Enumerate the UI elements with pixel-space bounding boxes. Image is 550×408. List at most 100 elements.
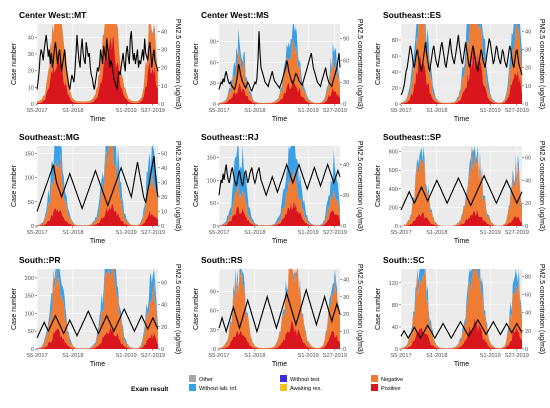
x-tick-label: S5-2017 [390,230,411,236]
legend-swatch [189,375,196,382]
y-left-axis-label: Case number [11,42,18,85]
x-tick-label: S1-2018 [426,230,447,236]
legend-swatch [371,375,378,382]
y-right-tick-label: 0 [343,224,346,230]
y-left-tick-label: 60 [210,309,216,315]
y-left-tick-label: 80 [392,303,398,309]
panel-title: South::PR [19,255,61,265]
y-right-axis-label: PM2.5 concentration (ug/m3) [538,264,545,354]
y-right-tick-label: 40 [525,29,531,35]
y-right-tick-label: 10 [161,84,167,90]
x-axis-label: Time [454,238,469,245]
x-axis-label: Time [454,361,469,368]
y-right-tick-label: 60 [161,280,167,286]
x-tick-label: S1-2019 [298,230,319,236]
x-tick-label: S5-2017 [390,108,411,114]
x-tick-label: S27-2019 [323,353,347,359]
y-right-tick-label: 30 [161,47,167,53]
y-right-tick-label: 20 [343,312,349,318]
legend-label: Negative [381,377,403,383]
legend-label: Awaiting res. [290,386,322,392]
area-positive [219,78,340,104]
y-left-axis-label: Case number [375,164,382,207]
y-left-tick-label: 200 [389,205,398,211]
y-left-tick-label: 40 [392,70,398,76]
legend-label: Positive [381,386,401,392]
y-right-tick-label: 20 [525,201,531,207]
x-tick-label: S5-2017 [26,353,47,359]
y-left-tick-label: 80 [392,38,398,44]
area-positive [401,209,522,226]
y-right-tick-label: 0 [525,224,528,230]
y-right-axis-label: PM2.5 concentration (ug/m3) [174,19,181,109]
y-left-axis-label: Case number [375,42,382,85]
y-left-tick-label: 10 [28,85,34,91]
x-tick-label: S1-2019 [480,108,501,114]
panel-title: Center West::MT [19,10,87,20]
pm25-line [36,31,159,90]
y-left-tick-label: 30 [210,328,216,334]
y-right-tick-label: 40 [161,303,167,309]
y-left-tick-label: 0 [395,347,398,353]
y-right-axis-label: PM2.5 concentration (ug/m3) [538,19,545,109]
y-right-tick-label: 60 [525,292,531,298]
x-tick-label: S27-2019 [323,230,347,236]
x-tick-label: S1-2019 [298,353,319,359]
y-left-tick-label: 0 [31,102,34,108]
panel-title: Southeast::ES [383,10,441,20]
y-left-axis-label: Case number [375,287,382,330]
pm25-line [400,174,523,211]
y-right-tick-label: 20 [343,193,349,199]
y-left-axis-label: Case number [193,287,200,330]
y-left-tick-label: 50 [28,329,34,335]
panel-title: South::SC [383,255,425,265]
x-tick-label: S1-2018 [426,353,447,359]
y-right-axis-label: PM2.5 concentration (ug/m3) [356,19,363,109]
area-negative [219,168,340,226]
y-left-tick-label: 100 [25,176,34,182]
y-left-tick-label: 30 [28,52,34,58]
y-right-tick-label: 20 [525,329,531,335]
x-tick-label: S27-2019 [323,108,347,114]
y-right-tick-label: 20 [161,325,167,331]
y-right-axis-label: PM2.5 concentration (ug/m3) [356,264,363,354]
y-right-tick-label: 60 [343,58,349,64]
x-tick-label: S1-2018 [62,230,83,236]
area-negative [401,24,522,104]
y-right-tick-label: 40 [525,178,531,184]
y-left-tick-label: 100 [25,311,34,317]
y-right-tick-label: 20 [525,66,531,72]
area-negative [37,146,158,226]
x-axis-label: Time [272,238,287,245]
x-tick-label: S1-2018 [244,353,265,359]
area-without-lab-inf [37,269,158,349]
chart-panel: Southeast::MG05010015001020304050S5-2017… [11,132,181,245]
y-right-axis-label: PM2.5 concentration (ug/m3) [356,141,363,231]
y-right-tick-label: 30 [161,180,167,186]
area-negative [37,24,158,104]
y-left-axis-label: Case number [193,42,200,85]
x-tick-label: S5-2017 [26,230,47,236]
area-negative [401,269,522,349]
y-right-tick-label: 0 [161,224,164,230]
y-left-tick-label: 50 [210,201,216,207]
pm25-line [36,156,159,212]
y-right-tick-label: 80 [525,274,531,280]
y-right-axis-label: PM2.5 concentration (ug/m3) [174,264,181,354]
area-positive [219,200,340,226]
y-left-tick-label: 200 [25,276,34,282]
x-tick-label: S1-2019 [116,353,137,359]
x-tick-label: S5-2017 [208,353,229,359]
y-right-tick-label: 50 [161,151,167,157]
y-left-tick-label: 60 [392,54,398,60]
x-tick-label: S1-2018 [244,108,265,114]
panel-title: Southeast::MG [19,132,80,142]
x-axis-label: Time [90,238,105,245]
x-axis-label: Time [272,361,287,368]
y-right-tick-label: 0 [343,347,346,353]
y-left-tick-label: 100 [207,178,216,184]
y-right-tick-label: 10 [343,330,349,336]
y-left-tick-label: 40 [28,35,34,41]
